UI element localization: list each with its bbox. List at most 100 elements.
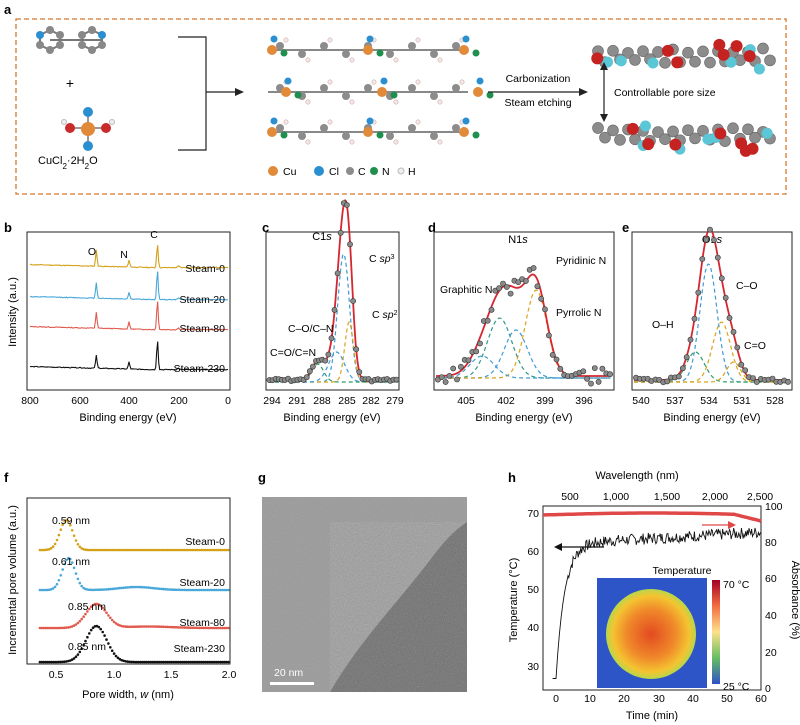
panel-d-ann-pyridinic: Pyridinic N — [556, 255, 606, 267]
pore-point-3 — [192, 660, 196, 664]
pore-point-2 — [175, 626, 179, 629]
pore-point-2 — [42, 626, 45, 630]
data-point — [591, 365, 598, 371]
pore-point-2 — [217, 626, 220, 630]
panel-h-xtick: 50 — [721, 693, 733, 705]
pore-point-2 — [148, 625, 152, 628]
pore-point-3 — [227, 660, 230, 664]
legend-cu-dot — [268, 166, 278, 176]
carbon-atom — [298, 50, 306, 58]
pore-point-3 — [139, 660, 142, 664]
pore-point-0 — [225, 548, 228, 552]
panel-b-series-2: Steam-80 — [179, 323, 225, 335]
pore-point-0 — [118, 548, 122, 552]
panel-c-xtick: 282 — [362, 395, 380, 407]
pore-point-2 — [143, 625, 146, 628]
sheet-carbon — [727, 122, 739, 135]
pore-point-2 — [131, 625, 135, 628]
survey-spectrum-2 — [29, 301, 229, 331]
pore-point-3 — [150, 660, 154, 664]
hydrogen-atom — [393, 57, 399, 63]
pore-point-3 — [48, 660, 51, 664]
pore-point-3 — [143, 660, 146, 664]
panel-f-xtick: 1.5 — [164, 669, 179, 681]
pore-point-1 — [53, 585, 57, 589]
sheet-oxygen — [591, 52, 604, 65]
sheet-carbon — [607, 45, 619, 57]
pore-point-1 — [124, 586, 127, 589]
plus-sign: + — [66, 75, 74, 91]
pore-point-2 — [50, 626, 53, 630]
pore-point-3 — [164, 660, 167, 664]
pore-point-1 — [213, 588, 217, 592]
pore-point-2 — [133, 625, 137, 628]
data-point — [695, 289, 702, 296]
panel-c-xticks: 294 291 288 285 282 279 — [263, 395, 404, 407]
pore-point-0 — [211, 548, 215, 552]
scale-bar — [270, 682, 314, 685]
chlorine-atom — [462, 35, 470, 43]
legend-cl: Cl — [329, 166, 339, 178]
data-point — [722, 294, 729, 301]
pore-point-0 — [99, 548, 102, 552]
panel-h-frame — [542, 505, 762, 691]
pore-point-2 — [209, 626, 213, 630]
pore-point-2 — [204, 626, 207, 630]
data-point — [507, 290, 514, 297]
panel-f-xtick: 1.0 — [107, 669, 122, 681]
hydrogen-atom — [305, 99, 311, 105]
pore-point-2 — [103, 608, 106, 612]
pore-point-2 — [137, 625, 141, 628]
pore-point-3 — [207, 660, 211, 664]
pore-point-0 — [135, 548, 139, 552]
panel-c-ann-sp2: C sp2 — [372, 309, 398, 321]
pore-point-0 — [53, 542, 57, 546]
pore-point-3 — [40, 660, 44, 664]
panel-d-xtick: 405 — [457, 395, 475, 407]
pore-point-0 — [86, 548, 89, 552]
legend-cl-dot — [314, 166, 324, 176]
pore-point-1 — [143, 586, 146, 589]
hydrogen-atom — [415, 37, 421, 43]
chlorine-atom — [380, 77, 388, 85]
pore-point-0 — [147, 548, 150, 552]
pore-point-3 — [168, 660, 171, 664]
pore-point-0 — [183, 548, 186, 552]
panel-c-xlabel: Binding energy (eV) — [283, 412, 380, 424]
sheet-nitrogen — [702, 133, 714, 145]
panel-h-ytick-left: 40 — [527, 622, 539, 634]
panel-e-ann-c-eq-o: C=O — [744, 340, 766, 352]
pore-point-3 — [129, 660, 133, 664]
pore-point-2 — [126, 625, 129, 628]
pore-point-1 — [57, 579, 61, 582]
sheet-nitrogen — [647, 57, 659, 69]
nitrogen-atom — [294, 91, 302, 99]
pore-point-3 — [198, 660, 201, 664]
pore-point-1 — [91, 588, 95, 592]
panel-f-peak-3: 0.85 nm — [68, 641, 106, 653]
sheet-oxygen — [717, 48, 730, 61]
pore-point-2 — [82, 615, 85, 618]
atom-legend: Cu Cl C N H — [268, 166, 416, 178]
chlorine-atom — [270, 35, 278, 43]
pore-point-3 — [110, 649, 114, 652]
pore-point-1 — [181, 588, 184, 592]
panel-h-xtick: 10 — [584, 693, 596, 705]
hydrogen-atom — [327, 79, 333, 85]
sheet-oxygen — [730, 40, 743, 53]
pore-point-1 — [88, 588, 91, 592]
data-point — [549, 351, 556, 358]
pore-point-0 — [179, 548, 182, 552]
pore-point-1 — [204, 588, 207, 592]
pore-point-3 — [42, 660, 45, 664]
pore-point-0 — [202, 548, 205, 552]
data-point — [457, 363, 464, 370]
fit-component-3 — [436, 355, 611, 379]
panel-e-xtick: 540 — [632, 395, 650, 407]
panel-b-xtick: 800 — [21, 395, 39, 407]
pore-point-3 — [152, 660, 156, 664]
pore-point-3 — [109, 646, 112, 649]
data-point — [595, 378, 602, 385]
data-point — [500, 280, 506, 287]
pore-point-0 — [166, 548, 169, 552]
